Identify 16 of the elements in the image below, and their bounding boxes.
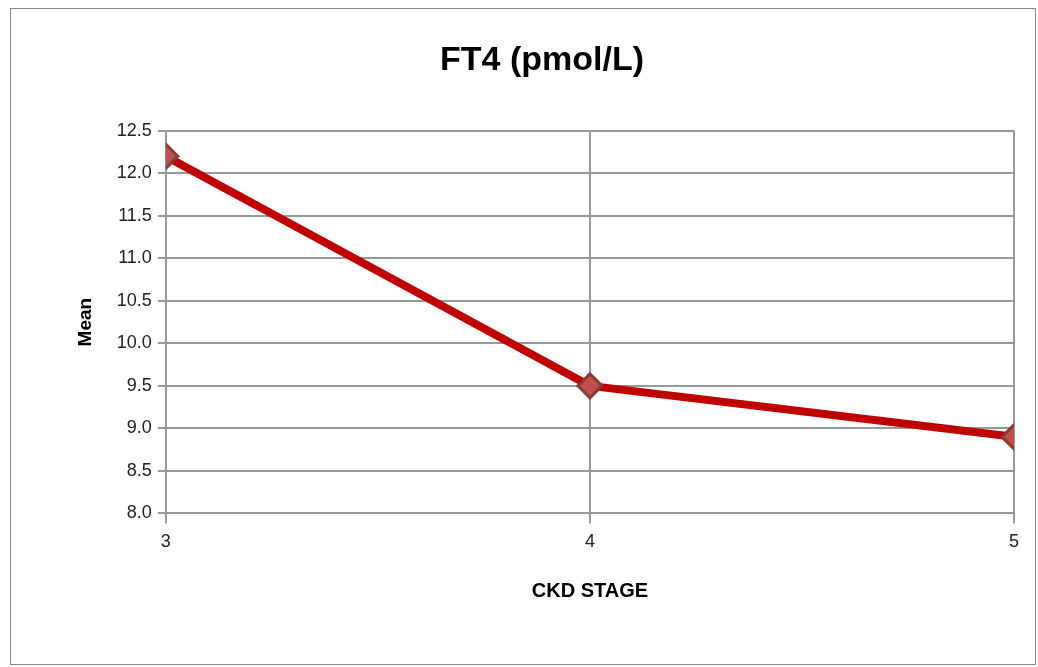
y-tick-label: 9.5	[126, 374, 152, 395]
y-tick-label: 12.5	[116, 119, 152, 140]
y-tick-label: 11.5	[118, 204, 152, 225]
y-tick-label: 12.0	[116, 162, 152, 183]
x-tick-label: 5	[1008, 531, 1020, 552]
chart-title: FT4 (pmol/L)	[440, 38, 644, 77]
y-tick-label: 10.0	[116, 332, 152, 353]
y-tick-label: 11.0	[118, 247, 152, 268]
y-tick-label: 8.5	[126, 459, 152, 480]
y-axis-title: Mean	[73, 297, 95, 347]
x-tick-label: 3	[160, 531, 171, 552]
x-axis-title: CKD STAGE	[531, 578, 649, 601]
x-tick-label: 4	[584, 531, 595, 552]
y-tick-label: 8.0	[126, 502, 152, 523]
y-tick-label: 9.0	[126, 417, 152, 438]
y-tick-label: 10.5	[116, 289, 152, 310]
